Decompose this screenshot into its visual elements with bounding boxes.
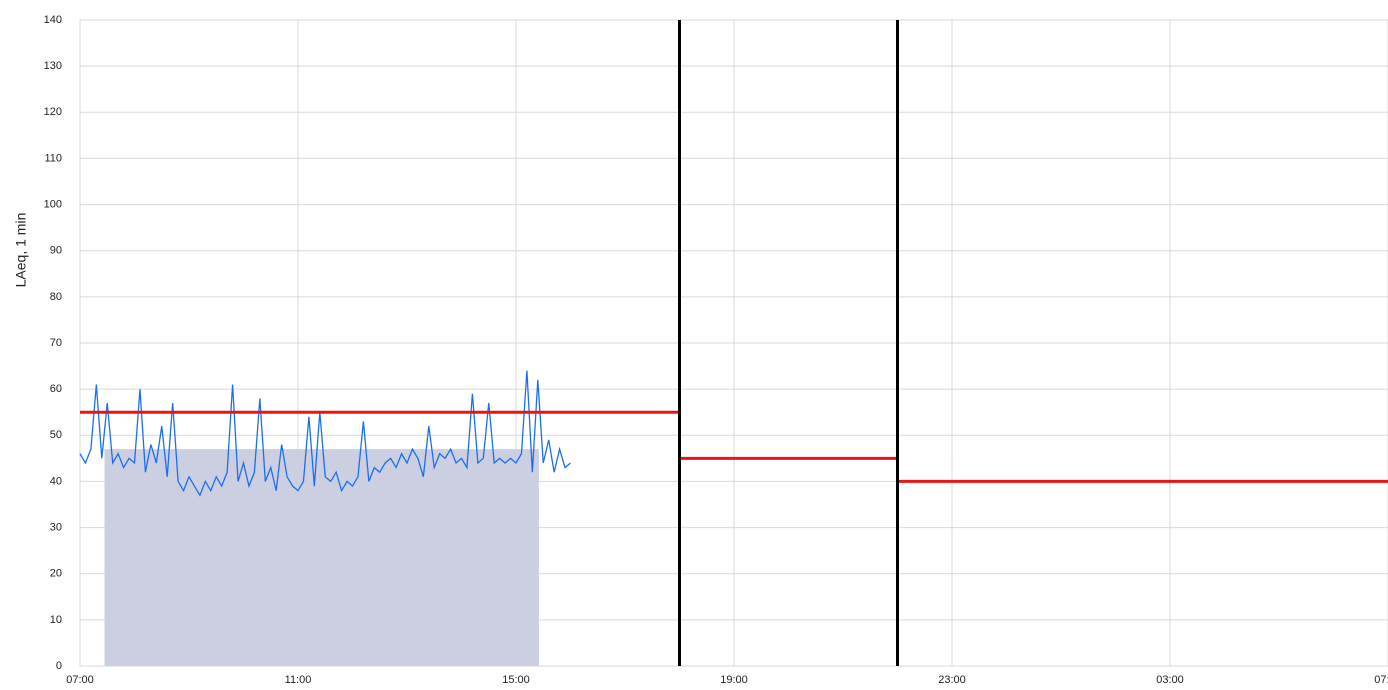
y-axis-label: LAeq, 1 min bbox=[13, 213, 29, 288]
y-tick-label: 90 bbox=[50, 245, 62, 257]
y-tick-label: 120 bbox=[44, 106, 62, 118]
x-tick-label: 03:00 bbox=[1156, 674, 1184, 686]
x-tick-label: 11:00 bbox=[285, 674, 312, 686]
y-tick-label: 70 bbox=[50, 337, 62, 349]
y-tick-label: 80 bbox=[50, 291, 62, 303]
y-tick-label: 50 bbox=[50, 429, 62, 441]
y-tick-label: 60 bbox=[50, 383, 62, 395]
y-tick-label: 110 bbox=[44, 152, 62, 164]
x-tick-label: 19:00 bbox=[720, 674, 748, 686]
y-tick-label: 20 bbox=[50, 568, 62, 580]
y-tick-label: 40 bbox=[50, 475, 62, 487]
data-line bbox=[79, 370, 571, 497]
x-tick-label: 07:00 bbox=[66, 674, 94, 686]
y-tick-label: 10 bbox=[50, 614, 62, 626]
x-tick-label: 07:00 bbox=[1374, 674, 1388, 686]
y-tick-label: 100 bbox=[44, 198, 62, 210]
y-tick-label: 0 bbox=[56, 660, 62, 672]
x-tick-label: 23:00 bbox=[938, 674, 966, 686]
y-tick-label: 130 bbox=[44, 60, 62, 72]
shaded-band bbox=[104, 449, 539, 666]
x-tick-label: 15:00 bbox=[502, 674, 530, 686]
y-tick-label: 30 bbox=[50, 521, 62, 533]
y-tick-label: 140 bbox=[44, 14, 62, 26]
